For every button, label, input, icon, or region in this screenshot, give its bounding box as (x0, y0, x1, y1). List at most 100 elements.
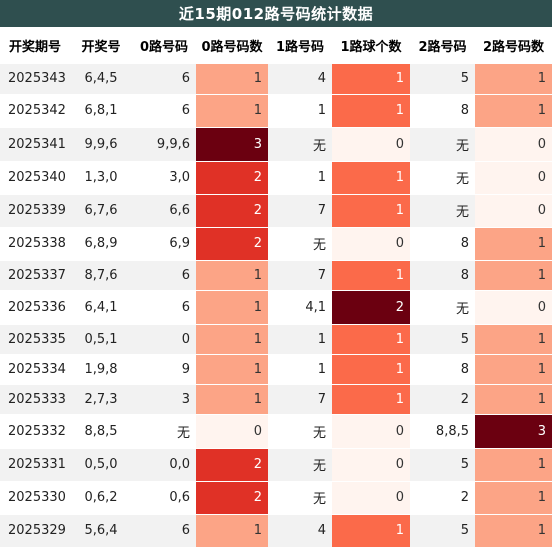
route2-numbers-cell: 8 (410, 354, 475, 385)
col-header-route0-count: 0路号码数 (196, 27, 268, 64)
draw-number-cell: 2,7,3 (70, 384, 132, 415)
route0-numbers-cell: 9 (132, 354, 196, 385)
route0-count-cell: 2 (196, 161, 268, 195)
route2-numbers-cell: 8 (410, 94, 475, 128)
col-header-route1: 1路号码 (268, 27, 332, 64)
col-header-route2: 2路号码 (410, 27, 475, 64)
route1-count-cell: 0 (332, 481, 410, 515)
header-row: 开奖期号 开奖号 0路号码 0路号码数 1路号码 1路球个数 2路号码 2路号码… (0, 27, 552, 64)
route1-numbers-cell: 7 (268, 260, 332, 291)
period-cell: 2025337 (0, 260, 70, 291)
route0-count-cell: 1 (196, 64, 268, 95)
draw-number-cell: 6,4,1 (70, 290, 132, 325)
table-row: 2025336 6,4,1 6 1 4,1 2 无 0 (0, 290, 552, 325)
draw-number-cell: 9,9,6 (70, 127, 132, 162)
route0-count-cell: 2 (196, 227, 268, 261)
route2-count-cell: 1 (475, 260, 552, 291)
period-cell: 2025331 (0, 448, 70, 482)
route2-count-cell: 1 (475, 448, 552, 482)
route2-count-cell: 0 (475, 290, 552, 325)
route1-count-cell: 1 (332, 161, 410, 195)
table-row: 2025342 6,8,1 6 1 1 1 8 1 (0, 94, 552, 128)
table-body: 2025343 6,4,5 6 1 4 1 5 1 2025342 6,8,1 6 1 1 1 8 1 2025… (0, 64, 552, 548)
route2-count-cell: 1 (475, 64, 552, 95)
route0-numbers-cell: 0,6 (132, 481, 196, 515)
table-row: 2025334 1,9,8 9 1 1 1 8 1 (0, 354, 552, 385)
table-row: 2025340 1,3,0 3,0 2 1 1 无 0 (0, 161, 552, 195)
route0-count-cell: 1 (196, 324, 268, 355)
period-cell: 2025336 (0, 290, 70, 325)
route0-numbers-cell: 0 (132, 324, 196, 355)
draw-number-cell: 6,7,6 (70, 194, 132, 228)
route1-numbers-cell: 7 (268, 194, 332, 228)
draw-number-cell: 5,6,4 (70, 514, 132, 548)
route2-count-cell: 1 (475, 514, 552, 548)
route1-count-cell: 1 (332, 324, 410, 355)
period-cell: 2025334 (0, 354, 70, 385)
route0-numbers-cell: 6,6 (132, 194, 196, 228)
route2-count-cell: 0 (475, 127, 552, 162)
route1-count-cell: 0 (332, 448, 410, 482)
draw-number-cell: 6,4,5 (70, 64, 132, 95)
table-row: 2025332 8,8,5 无 0 无 0 8,8,5 3 (0, 414, 552, 449)
route0-count-cell: 1 (196, 384, 268, 415)
route2-numbers-cell: 8 (410, 260, 475, 291)
route1-numbers-cell: 4,1 (268, 290, 332, 325)
route1-numbers-cell: 无 (268, 414, 332, 449)
route2-numbers-cell: 无 (410, 161, 475, 195)
draw-number-cell: 8,8,5 (70, 414, 132, 449)
draw-number-cell: 1,3,0 (70, 161, 132, 195)
route2-numbers-cell: 2 (410, 481, 475, 515)
route2-count-cell: 1 (475, 94, 552, 128)
period-cell: 2025343 (0, 64, 70, 95)
draw-number-cell: 6,8,1 (70, 94, 132, 128)
route1-numbers-cell: 1 (268, 354, 332, 385)
route0-count-cell: 3 (196, 127, 268, 162)
draw-number-cell: 1,9,8 (70, 354, 132, 385)
route2-numbers-cell: 无 (410, 127, 475, 162)
table-row: 2025338 6,8,9 6,9 2 无 0 8 1 (0, 227, 552, 261)
period-cell: 2025330 (0, 481, 70, 515)
route2-count-cell: 1 (475, 481, 552, 515)
draw-number-cell: 0,5,1 (70, 324, 132, 355)
route2-numbers-cell: 5 (410, 448, 475, 482)
period-cell: 2025333 (0, 384, 70, 415)
route0-count-cell: 1 (196, 94, 268, 128)
col-header-route1-count: 1路球个数 (332, 27, 410, 64)
route0-numbers-cell: 6 (132, 514, 196, 548)
route2-numbers-cell: 8 (410, 227, 475, 261)
route0-numbers-cell: 6 (132, 64, 196, 95)
route1-count-cell: 1 (332, 514, 410, 548)
route0-count-cell: 2 (196, 194, 268, 228)
route1-count-cell: 1 (332, 194, 410, 228)
col-header-period: 开奖期号 (0, 27, 70, 64)
route2-numbers-cell: 5 (410, 324, 475, 355)
draw-number-cell: 8,7,6 (70, 260, 132, 291)
route0-numbers-cell: 0,0 (132, 448, 196, 482)
route2-numbers-cell: 5 (410, 514, 475, 548)
route0-numbers-cell: 3,0 (132, 161, 196, 195)
period-cell: 2025340 (0, 161, 70, 195)
route1-count-cell: 2 (332, 290, 410, 325)
route1-numbers-cell: 无 (268, 127, 332, 162)
route1-numbers-cell: 4 (268, 64, 332, 95)
route0-count-cell: 0 (196, 414, 268, 449)
route0-count-cell: 1 (196, 260, 268, 291)
period-cell: 2025329 (0, 514, 70, 548)
draw-number-cell: 0,5,0 (70, 448, 132, 482)
route2-numbers-cell: 2 (410, 384, 475, 415)
col-header-draw: 开奖号 (70, 27, 132, 64)
route1-count-cell: 0 (332, 414, 410, 449)
route0-count-cell: 1 (196, 290, 268, 325)
table-title: 近15期012路号码统计数据 (0, 0, 552, 27)
route2-count-cell: 1 (475, 384, 552, 415)
route0-count-cell: 2 (196, 481, 268, 515)
route1-numbers-cell: 1 (268, 94, 332, 128)
route1-numbers-cell: 无 (268, 448, 332, 482)
route1-numbers-cell: 无 (268, 481, 332, 515)
route1-numbers-cell: 4 (268, 514, 332, 548)
route2-count-cell: 1 (475, 324, 552, 355)
route1-numbers-cell: 1 (268, 161, 332, 195)
table-row: 2025333 2,7,3 3 1 7 1 2 1 (0, 384, 552, 415)
